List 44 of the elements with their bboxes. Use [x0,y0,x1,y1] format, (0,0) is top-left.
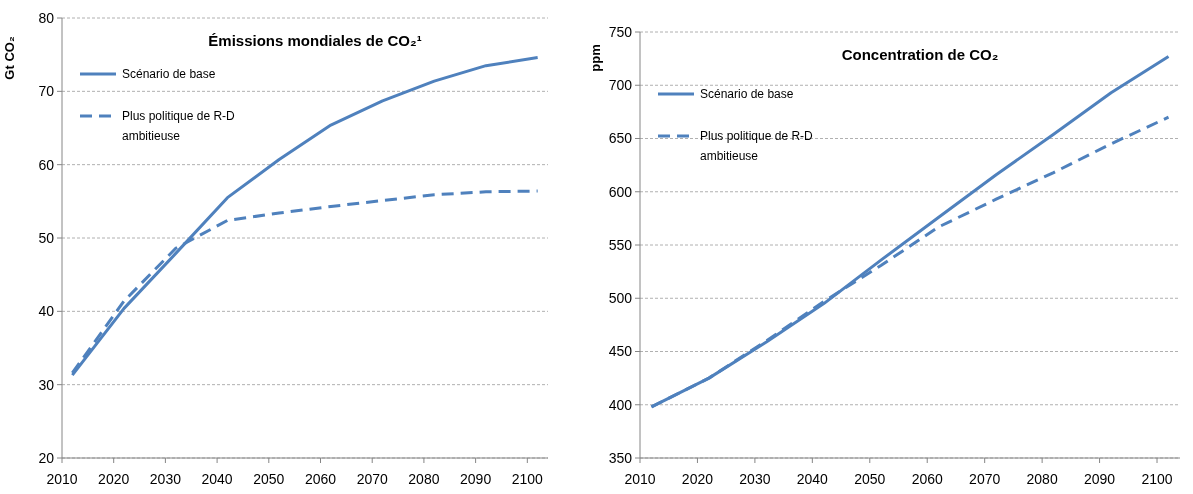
x-tick-label: 2100 [1141,471,1173,487]
x-tick-label: 2040 [796,471,829,487]
y-tick-label: 30 [38,376,55,393]
x-tick-label: 2050 [854,471,886,487]
y-tick-label: 400 [608,396,633,413]
y-tick-label: 600 [608,183,633,200]
x-tick-label: 2070 [969,471,1001,487]
x-tick-label: 2040 [201,471,233,487]
legend-label: Plus politique de R-D ambitieuse [700,129,814,164]
y-axis-title: Gt CO₂ [2,36,17,80]
x-tick-label: 2070 [356,471,388,487]
y-tick-label: 50 [38,229,55,246]
x-tick-label: 2030 [739,471,771,487]
y-tick-label: 500 [608,290,633,307]
legend-label: Scénario de base [700,87,794,102]
x-tick-label: 2080 [1026,471,1058,487]
x-tick-label: 2100 [511,471,544,487]
y-tick-label: 450 [608,343,633,360]
y-tick-label: 350 [608,449,633,466]
y-axis-title: ppm [588,44,603,72]
x-tick-label: 2020 [681,471,714,487]
y-tick-label: 80 [38,9,55,26]
x-tick-label: 2090 [460,471,492,487]
y-tick-label: 70 [38,83,55,100]
legend-label: Scénario de base [122,67,216,82]
x-tick-label: 2010 [624,471,656,487]
x-tick-label: 2060 [911,471,944,487]
y-tick-label: 550 [608,236,633,253]
x-tick-label: 2030 [149,471,182,487]
y-tick-label: 650 [608,130,633,147]
text: Concentration de CO₂ [841,46,999,63]
x-tick-label: 2050 [253,471,285,487]
y-tick-label: 750 [608,23,633,40]
x-tick-label: 2080 [408,471,440,487]
legend-label: Plus politique de R-D ambitieuse [122,109,236,144]
x-tick-label: 2060 [304,471,337,487]
y-tick-label: 700 [608,77,633,94]
y-tick-label: 40 [38,303,55,320]
x-tick-label: 2020 [98,471,130,487]
text: Émissions mondiales de CO₂¹ [208,32,422,49]
y-tick-label: 60 [38,156,55,173]
x-tick-label: 2010 [46,471,78,487]
x-tick-label: 2090 [1084,471,1116,487]
y-tick-label: 20 [38,449,55,466]
